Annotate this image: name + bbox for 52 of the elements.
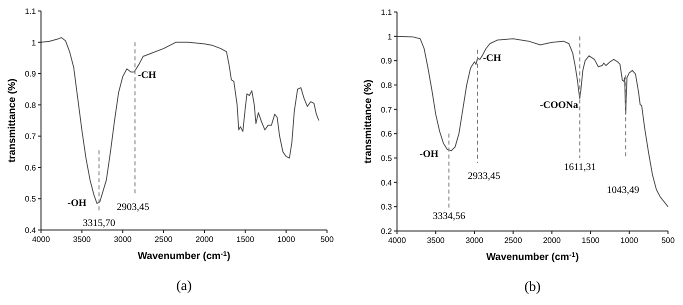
y-tick-label: 0.5	[24, 194, 37, 204]
x-axis-title: Wavenumber (cm$^{-1}$)	[138, 250, 230, 262]
x-tick-label: 3500	[72, 235, 92, 244]
x-tick-label: 3000	[466, 236, 484, 245]
annotation: 3334,56	[432, 211, 466, 222]
y-tick-label: 0.9	[24, 70, 37, 79]
annotation: 2903,45	[116, 202, 150, 213]
x-tick-label: 2000	[542, 236, 562, 245]
y-tick-label: 0.7	[380, 105, 393, 114]
y-tick-label: 1.1	[24, 7, 37, 16]
y-tick-label: 1	[388, 32, 393, 42]
x-tick-label: 500	[661, 236, 676, 245]
y-tick-label: 0.6	[24, 163, 37, 172]
x-tick-label: 1500	[582, 236, 600, 245]
annotation: 2933,45	[468, 171, 500, 182]
annotation: 1043,49	[606, 185, 640, 196]
annotation: 1611,31	[564, 162, 596, 173]
annotation: -OH	[68, 198, 87, 209]
y-axis-title: transmittance (%)	[7, 78, 18, 162]
x-tick-label: 2500	[504, 236, 523, 245]
x-tick-label: 4000	[388, 236, 406, 245]
text: (b)	[524, 280, 541, 295]
x-tick-label: 1000	[620, 236, 639, 245]
annotation: -CH	[482, 53, 502, 64]
y-tick-label: 0.8	[24, 100, 37, 110]
annotation: -CH	[138, 70, 156, 81]
x-tick-label: 3500	[426, 236, 446, 245]
y-tick-label: 0.3	[380, 202, 393, 212]
y-tick-label: 0.7	[24, 132, 37, 142]
y-tick-label: 1.1	[380, 8, 393, 17]
annotation: 3315,70	[82, 218, 116, 229]
x-tick-label: 500	[320, 235, 334, 244]
x-tick-label: 2000	[196, 235, 214, 244]
y-tick-label: 1	[32, 38, 37, 48]
annotation: -OH	[420, 149, 439, 160]
annotation: -COONa	[540, 100, 578, 111]
x-tick-label: 4000	[32, 235, 50, 244]
y-axis-title: transmittance (%)	[363, 80, 374, 164]
y-tick-label: 0.9	[380, 56, 393, 66]
line-series	[396, 36, 668, 208]
x-tick-label: 2500	[154, 235, 174, 244]
text: (a)	[176, 279, 192, 294]
x-tick-label: 1500	[236, 235, 255, 244]
y-tick-label: 0.6	[380, 130, 393, 139]
y-tick-label: 0.4	[380, 178, 393, 188]
y-tick-label: 0.8	[380, 81, 393, 90]
x-tick-label: 1000	[277, 235, 296, 244]
y-tick-label: 0.5	[380, 154, 393, 163]
y-tick-label: 0.4	[24, 226, 37, 235]
x-axis-title: Wavenumber (cm$^{-1}$)	[486, 252, 579, 263]
y-tick-label: 0.2	[380, 227, 393, 236]
x-tick-label: 3000	[114, 235, 132, 244]
